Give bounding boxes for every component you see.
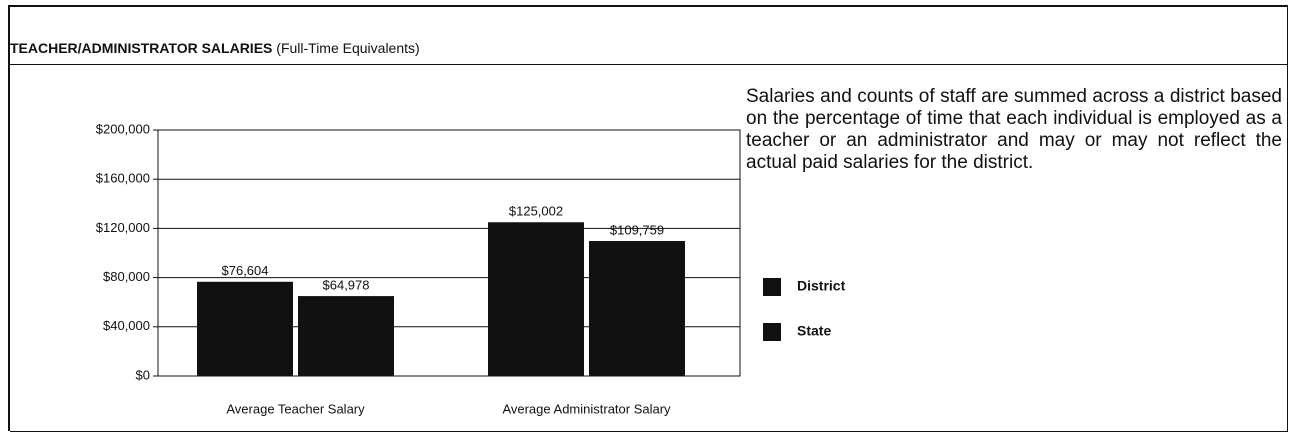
legend-label: District bbox=[797, 278, 846, 294]
bar bbox=[488, 222, 584, 376]
bar bbox=[589, 240, 685, 376]
description: Salaries and counts of staff are summed … bbox=[746, 86, 1282, 173]
y-tick-label: $40,000 bbox=[103, 318, 150, 333]
bar bbox=[298, 296, 394, 376]
legend-swatch bbox=[763, 278, 781, 296]
legend-swatch bbox=[763, 323, 781, 341]
value-label: $64,978 bbox=[323, 278, 370, 293]
panel bbox=[8, 5, 1288, 431]
legend-label: State bbox=[797, 323, 831, 339]
value-label: $125,002 bbox=[509, 204, 563, 219]
value-label: $109,759 bbox=[610, 222, 664, 237]
y-tick-label: $200,000 bbox=[96, 121, 150, 136]
y-tick-label: $80,000 bbox=[103, 269, 150, 284]
x-tick-label: Average Teacher Salary bbox=[226, 401, 365, 416]
bottom-rule bbox=[10, 431, 1288, 432]
y-tick-label: $0 bbox=[136, 367, 150, 382]
header: TEACHER/ADMINISTRATOR SALARIES (Full-Tim… bbox=[10, 40, 420, 56]
value-label: $76,604 bbox=[222, 263, 269, 278]
bar bbox=[197, 281, 293, 376]
chart-subtitle: (Full-Time Equivalents) bbox=[276, 40, 420, 56]
chart-title: TEACHER/ADMINISTRATOR SALARIES bbox=[10, 40, 273, 56]
header-rule bbox=[10, 64, 1288, 65]
y-tick-label: $160,000 bbox=[96, 171, 150, 186]
x-tick-label: Average Administrator Salary bbox=[502, 401, 671, 416]
y-tick-label: $120,000 bbox=[96, 220, 150, 235]
